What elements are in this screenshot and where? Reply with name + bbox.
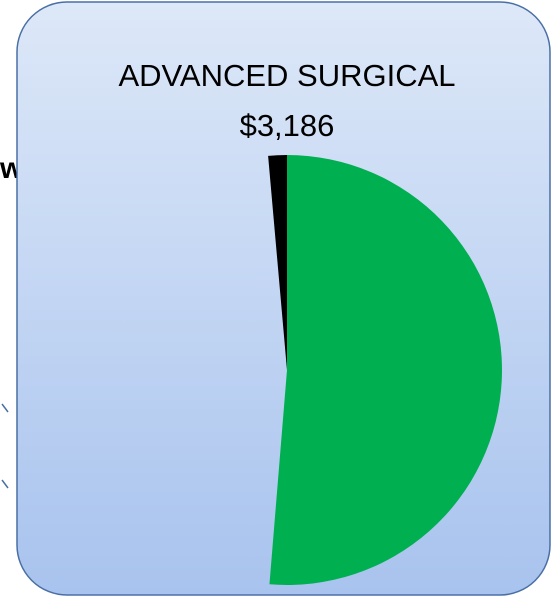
chart-subtitle: $3,186 xyxy=(240,108,335,143)
fragment-mark xyxy=(1,403,9,413)
pie-slice xyxy=(269,155,502,585)
pie xyxy=(268,155,502,585)
chart-title: ADVANCED SURGICAL xyxy=(118,58,455,93)
pie-slice xyxy=(268,155,287,370)
fragment-mark xyxy=(1,479,9,489)
